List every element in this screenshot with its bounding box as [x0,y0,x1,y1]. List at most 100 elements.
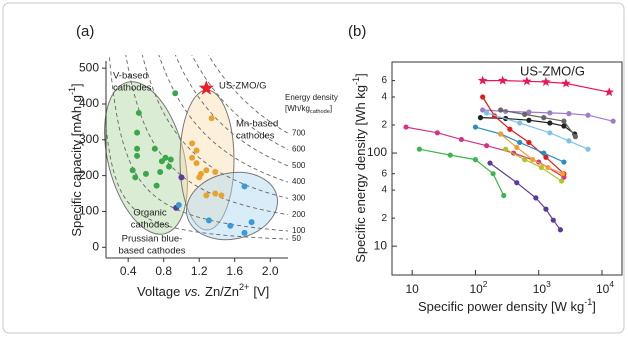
point [193,147,200,154]
point [498,131,504,137]
y-tick-label: 4 [381,185,387,196]
point [480,107,486,113]
point [203,192,210,199]
series-line [505,148,562,182]
y-tick-label: 200 [79,168,99,182]
point [189,140,196,147]
point [472,157,479,163]
point [203,167,210,174]
energy-density-unit-part: ] [330,104,332,113]
y-axis-label-part: ] [69,83,84,87]
series-label: US-ZMO/G [520,63,585,78]
series-label: cathodes [113,83,152,94]
point [514,144,520,150]
x-tick-label-part: 10 [533,282,547,296]
point [248,219,255,226]
x-tick-label-part: 10 [596,282,610,296]
star-point [541,77,551,86]
point [543,154,549,160]
x-axis-label-part: ] [592,299,596,314]
panel-label: (b) [348,23,366,40]
star-point [604,87,614,97]
point [559,178,565,184]
star-point [561,78,571,88]
series-label: based cathodes [118,246,185,257]
energy-density-unit-part: [Wh/kg [285,104,310,113]
point [212,190,219,197]
series-label: V-based [113,71,148,82]
point [490,171,496,177]
point [498,107,504,113]
panel-label: (a) [76,23,94,40]
point [566,111,572,117]
point [557,227,563,233]
star-point [522,76,532,86]
point [134,129,141,136]
point [196,174,203,181]
point [483,110,490,116]
x-axis-label-part: 2+ [239,282,249,292]
y-tick-label: 2 [381,213,387,224]
y-axis-label-part: ] [353,73,368,77]
point [507,126,513,132]
series-line [482,80,610,93]
point [487,160,493,166]
point [503,146,509,152]
y-axis-label-part: -1 [351,77,361,85]
point [541,115,547,121]
point [134,152,141,159]
energy-density-curve [141,55,289,199]
point [175,201,182,208]
y-tick-label: 6 [381,168,387,179]
series-line [500,133,564,175]
point [129,167,136,174]
point [241,229,248,236]
plot-frame [391,61,623,276]
point [458,136,465,143]
y-tick-label: 400 [79,96,99,110]
x-axis-label-part: [V] [253,284,269,299]
x-tick-label: 1.2 [191,264,208,278]
point [501,192,507,199]
energy-density-curve [207,55,289,134]
star-point [198,80,214,95]
point [477,115,484,121]
energy-density-curve [108,55,289,232]
y-tick-label: 6 [381,75,387,86]
x-tick-label-part: 10 [469,282,483,296]
point [538,164,544,171]
point [560,171,566,177]
x-tick-label-part: 4 [609,279,614,289]
point [434,130,440,136]
y-tick-label: 500 [79,60,99,74]
energy-density-unit: [Wh/kgcathode] [285,104,332,115]
series-label: Mn-based [236,119,278,130]
x-axis-label: Voltage vs. Zn/Zn2+ [V] [137,282,269,299]
point [541,150,547,156]
energy-density-unit-part: cathode [310,109,330,115]
series-label: Prussian blue- [122,234,183,245]
point [205,217,212,224]
energy-density-label: 300 [292,194,306,203]
point [447,152,453,158]
y-axis-label: Specific capacity [mAh g-1] [67,83,84,236]
series-label: US-ZMO/G [219,81,267,92]
point [545,164,551,171]
point [472,124,479,130]
point [227,222,234,229]
point [514,180,520,186]
point [134,145,141,152]
figure-border [2,2,625,334]
series-line [482,96,565,175]
x-tick-label-part: 3 [546,279,551,289]
point [547,110,553,116]
point [135,109,142,116]
point [561,159,567,165]
x-tick-label: 0.4 [120,264,137,278]
energy-density-curve [174,55,289,167]
x-tick-label: 102 [469,279,487,296]
point [526,109,532,115]
point [533,195,539,201]
energy-density-label: 50 [292,234,301,243]
x-axis-label-part: -1 [584,297,592,307]
